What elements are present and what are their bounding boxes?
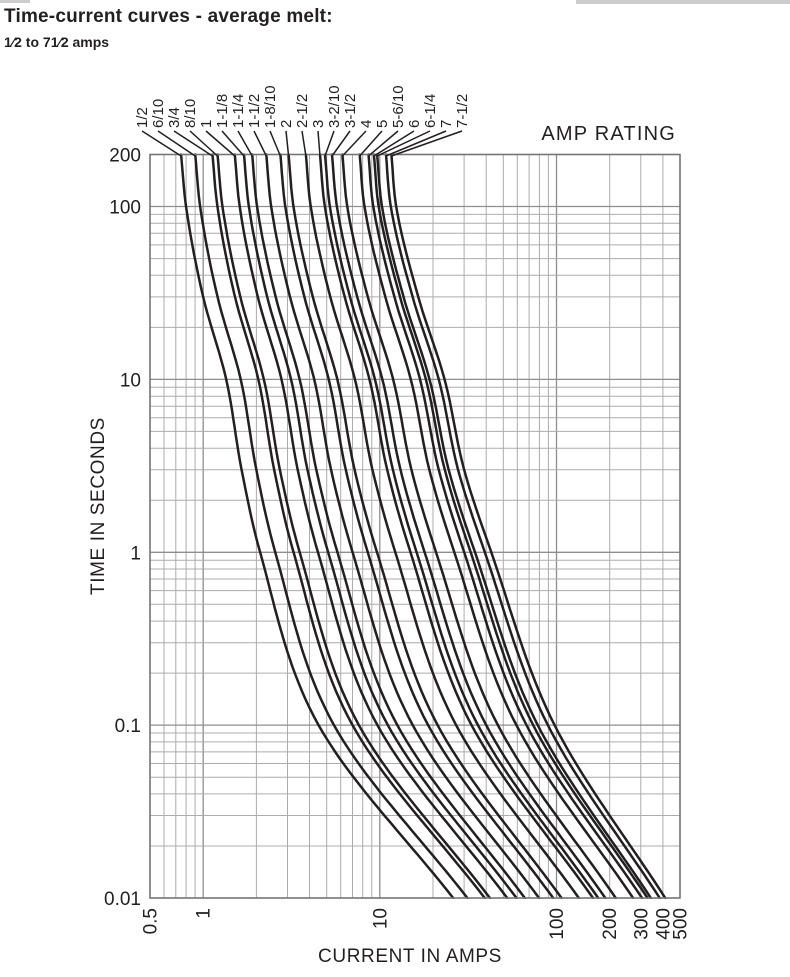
leader-lines	[141, 130, 463, 157]
curve-3	[318, 153, 595, 899]
curve-6-1-4	[375, 153, 653, 899]
x-tick-label: 300	[631, 908, 652, 940]
curve-label: 2-1/2	[294, 94, 311, 128]
leader-line	[205, 130, 236, 157]
curve-5	[358, 153, 635, 899]
curve-label: 1-1/2	[246, 94, 263, 128]
curve-8-10	[216, 153, 492, 899]
leader-line	[317, 130, 321, 157]
curve-label: 7-1/2	[454, 94, 471, 128]
curve-3-4	[211, 153, 486, 899]
x-tick-label: 0.5	[141, 908, 162, 934]
leader-line	[331, 130, 351, 157]
x-tick-label: 1	[194, 908, 215, 919]
curve-label: 8/10	[182, 99, 199, 128]
curve-label: 1-8/10	[262, 85, 279, 128]
curve-label: 6-1/4	[422, 94, 439, 128]
curve-label: 6	[406, 120, 423, 128]
leader-line	[324, 130, 335, 157]
y-tick-label: 0.01	[104, 889, 141, 910]
curve-label: 3-2/10	[326, 85, 343, 128]
leader-line	[269, 130, 282, 157]
curve-3-1-2	[330, 153, 607, 899]
y-tick-label: 10	[120, 370, 141, 391]
leader-line	[285, 130, 290, 157]
curve-label: 5-6/10	[390, 85, 407, 128]
curve-label: 2	[278, 120, 295, 128]
leader-line	[341, 130, 367, 157]
x-tick-label: 500	[671, 908, 692, 940]
curve-label: 3/4	[166, 107, 183, 128]
chart-title: Time-current curves - average melt:	[4, 6, 333, 27]
leader-line	[189, 130, 219, 157]
curve-label: 1-1/8	[214, 94, 231, 128]
leader-line	[376, 130, 431, 157]
leader-line	[359, 130, 383, 157]
plot-border	[149, 153, 681, 899]
curve-2	[287, 153, 563, 899]
curve-6-10	[193, 153, 469, 899]
curve-5-6-10	[367, 153, 644, 899]
y-tick-label: 200	[109, 146, 141, 167]
curve-1-1-8	[242, 153, 518, 899]
grid	[150, 154, 680, 898]
leader-line	[173, 130, 213, 157]
amp-rating-label: AMP RATING	[541, 123, 676, 145]
curve-7	[384, 153, 661, 899]
curve-3-2-10	[323, 153, 600, 899]
curve-1-1-4	[250, 153, 527, 899]
leader-line	[385, 130, 447, 157]
curve-label: 4	[358, 120, 375, 128]
curve-label: 5	[374, 120, 391, 128]
scan-artifact-left	[0, 0, 30, 3]
leader-line	[221, 130, 245, 157]
scan-artifact-right	[576, 0, 790, 4]
y-tick-label: 0.1	[115, 716, 141, 737]
curve-labels: 1/2 6/10 3/4 8/10 1 1-1/8 1-1/4 1-1/2 1-8/10 2 2-1…	[134, 85, 471, 128]
leader-line	[373, 130, 415, 157]
x-tick-label: 200	[600, 908, 621, 940]
curve-label: 1-1/4	[230, 94, 247, 128]
curve-label: 6/10	[150, 99, 167, 128]
chart-subtitle: 1⁄2 to 71⁄2 amps	[4, 34, 110, 50]
curve-1-8-10	[279, 153, 555, 899]
curve-4	[341, 153, 617, 899]
x-tick-label: 100	[547, 908, 568, 940]
leader-line	[157, 130, 196, 157]
curve-1-1-2	[265, 153, 541, 899]
x-tick-label: 10	[370, 908, 391, 929]
curve-1-2	[179, 153, 455, 899]
leader-line	[253, 130, 267, 157]
curve-label: 1	[198, 120, 215, 128]
curve-7-1-2	[390, 153, 667, 899]
curve-1	[233, 153, 509, 899]
leader-line	[391, 130, 463, 157]
leader-line	[301, 130, 307, 157]
curve-2-1-2	[304, 153, 581, 899]
y-tick-label: 100	[109, 198, 141, 219]
x-tick-label: 400	[653, 908, 674, 940]
curve-6	[372, 153, 649, 899]
leader-line	[141, 130, 182, 157]
x-axis-title: CURRENT IN AMPS	[318, 946, 502, 967]
curve-label: 3	[310, 120, 327, 128]
y-tick-label: 1	[130, 543, 141, 564]
y-axis-title: TIME IN SECONDS	[88, 417, 109, 595]
curve-label: 1/2	[134, 107, 151, 128]
curve-label: 7	[438, 120, 455, 128]
leader-line	[237, 130, 253, 157]
curve-label: 3-1/2	[342, 94, 359, 128]
curves	[179, 153, 667, 899]
leader-line	[368, 130, 399, 157]
